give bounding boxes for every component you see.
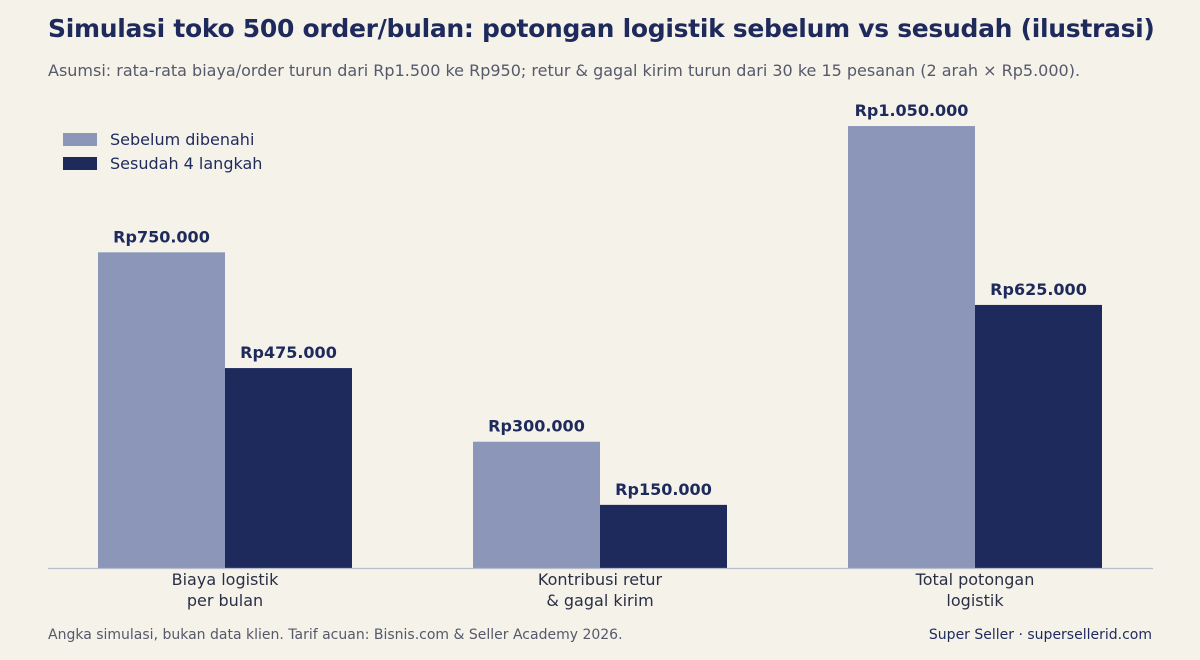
bar-sebelum-1	[98, 252, 225, 568]
legend-label-1: Sebelum dibenahi	[110, 130, 254, 149]
chart-subtitle: Asumsi: rata-rata biaya/order turun dari…	[48, 61, 1081, 80]
bar-sesudah-3	[975, 304, 1102, 568]
chart-title: Simulasi toko 500 order/bulan: potongan …	[48, 14, 1155, 43]
bar-sebelum-2	[473, 441, 600, 568]
value-label-sebelum-1: Rp750.000	[113, 227, 210, 246]
bar-sesudah-2	[600, 504, 727, 568]
category-label-line: Biaya logistik	[172, 570, 279, 589]
legend-swatch-1	[63, 133, 97, 146]
category-label-line: logistik	[946, 591, 1004, 610]
category-label-line: & gagal kirim	[546, 591, 653, 610]
legend-swatch-2	[63, 157, 97, 170]
legend-label-2: Sesudah 4 langkah	[110, 154, 262, 173]
value-label-sesudah-1: Rp475.000	[240, 343, 337, 362]
value-label-sebelum-2: Rp300.000	[488, 417, 585, 436]
value-label-sebelum-3: Rp1.050.000	[855, 101, 969, 120]
bar-sebelum-3	[848, 126, 975, 568]
category-label-1: Biaya logistik per bulan	[172, 570, 279, 610]
value-label-sesudah-2: Rp150.000	[615, 480, 712, 499]
category-label-line: Total potongan	[915, 570, 1035, 589]
category-label-line: Kontribusi retur	[538, 570, 663, 589]
value-label-sesudah-3: Rp625.000	[990, 280, 1087, 299]
bar-sesudah-1	[225, 368, 352, 568]
footer-note: Angka simulasi, bukan data klien. Tarif …	[48, 627, 623, 643]
category-label-2: Kontribusi retur & gagal kirim	[538, 570, 663, 610]
category-label-3: Total potongan logistik	[915, 570, 1035, 610]
category-label-line: per bulan	[187, 591, 263, 610]
footer-brand: Super Seller · supersellerid.com	[928, 627, 1152, 643]
